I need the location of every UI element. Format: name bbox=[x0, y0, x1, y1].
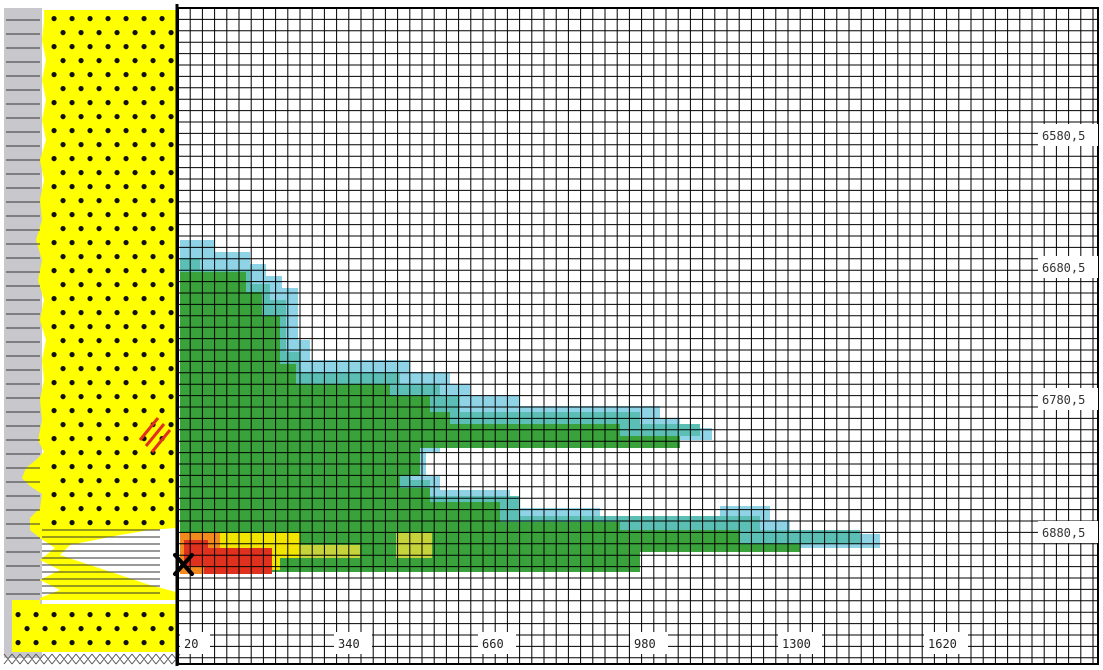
shale-laminations bbox=[6, 19, 160, 595]
plume-cells bbox=[180, 240, 880, 574]
depth-labels: 6580,5 6680,5 6780,5 6880,5 bbox=[1038, 124, 1098, 543]
lithology-log bbox=[3, 8, 181, 665]
plume-green bbox=[180, 272, 800, 572]
shale-background bbox=[4, 8, 42, 658]
sand-dots-path bbox=[15, 16, 174, 646]
depth-label-6880: 6880,5 bbox=[1042, 526, 1085, 540]
x-tick-1620: 1620 bbox=[928, 637, 957, 651]
depth-label-6580: 6580,5 bbox=[1042, 129, 1085, 143]
sand-dot-pattern bbox=[15, 16, 174, 646]
base-cross-hatch bbox=[3, 653, 181, 665]
cross-hatch-path bbox=[3, 653, 181, 665]
x-tick-980: 980 bbox=[634, 637, 656, 651]
simulation-grid bbox=[177, 7, 1098, 664]
shale-lines-path bbox=[6, 19, 160, 595]
x-tick-340: 340 bbox=[338, 637, 360, 651]
depth-label-6680: 6680,5 bbox=[1042, 261, 1085, 275]
x-tick-labels: 20 340 660 980 1300 1620 bbox=[180, 632, 968, 654]
depth-label-6780: 6780,5 bbox=[1042, 393, 1085, 407]
plume-yellowgreen bbox=[300, 533, 432, 558]
x-tick-1300: 1300 bbox=[782, 637, 811, 651]
x-tick-660: 660 bbox=[482, 637, 504, 651]
fault-hatch bbox=[138, 417, 172, 453]
x-tick-20: 20 bbox=[184, 637, 198, 651]
plume-red bbox=[184, 540, 272, 574]
